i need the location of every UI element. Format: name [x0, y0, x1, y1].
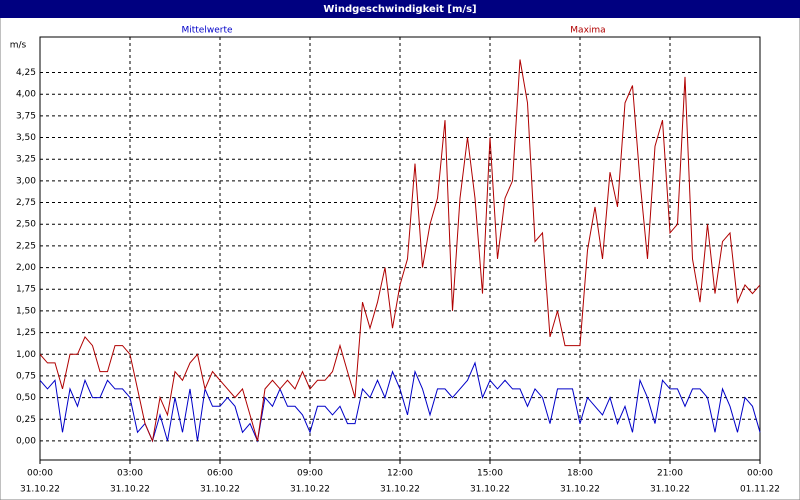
y-tick-label: 3,75	[16, 111, 36, 121]
chart-title: Windgeschwindigkeit [m/s]	[323, 4, 476, 15]
y-tick-label: 1,00	[16, 350, 36, 360]
y-tick-label: 4,25	[16, 68, 36, 78]
x-tick-date: 01.11.22	[740, 485, 780, 495]
x-tick-label: 09:00	[297, 469, 323, 479]
x-tick-date: 31.10.22	[110, 485, 150, 495]
y-tick-label: 2,50	[16, 220, 36, 230]
legend-label: Mittelwerte	[181, 26, 232, 36]
x-tick-label: 00:00	[27, 469, 53, 479]
x-tick-date: 31.10.22	[290, 485, 330, 495]
y-tick-label: 0,25	[16, 415, 36, 425]
legend-label: Maxima	[570, 26, 605, 36]
y-tick-label: 0,75	[16, 371, 36, 381]
y-unit: m/s	[10, 41, 27, 51]
y-tick-label: 2,25	[16, 241, 36, 251]
x-tick-date: 31.10.22	[200, 485, 240, 495]
y-tick-label: 3,50	[16, 133, 36, 143]
y-tick-label: 2,75	[16, 198, 36, 208]
y-tick-label: 0,50	[16, 393, 36, 403]
x-tick-date: 31.10.22	[560, 485, 600, 495]
x-tick-label: 18:00	[567, 469, 593, 479]
x-tick-date: 31.10.22	[470, 485, 510, 495]
x-tick-label: 15:00	[477, 469, 503, 479]
x-tick-date: 31.10.22	[20, 485, 60, 495]
y-tick-label: 1,75	[16, 285, 36, 295]
y-tick-label: 0,00	[16, 436, 36, 446]
x-tick-label: 00:00	[747, 469, 773, 479]
y-tick-label: 4,00	[16, 90, 36, 100]
x-tick-label: 03:00	[117, 469, 143, 479]
series-line	[39, 361, 761, 443]
y-tick-label: 1,25	[16, 328, 36, 338]
x-tick-label: 12:00	[387, 469, 413, 479]
x-tick-date: 31.10.22	[380, 485, 420, 495]
series-line	[39, 59, 761, 443]
title-bar	[0, 0, 800, 18]
x-tick-label: 21:00	[657, 469, 683, 479]
y-tick-label: 2,00	[16, 263, 36, 273]
y-tick-label: 3,00	[16, 176, 36, 186]
y-tick-label: 3,25	[16, 155, 36, 165]
x-tick-label: 06:00	[207, 469, 233, 479]
y-tick-label: 1,50	[16, 306, 36, 316]
x-tick-date: 31.10.22	[650, 485, 690, 495]
